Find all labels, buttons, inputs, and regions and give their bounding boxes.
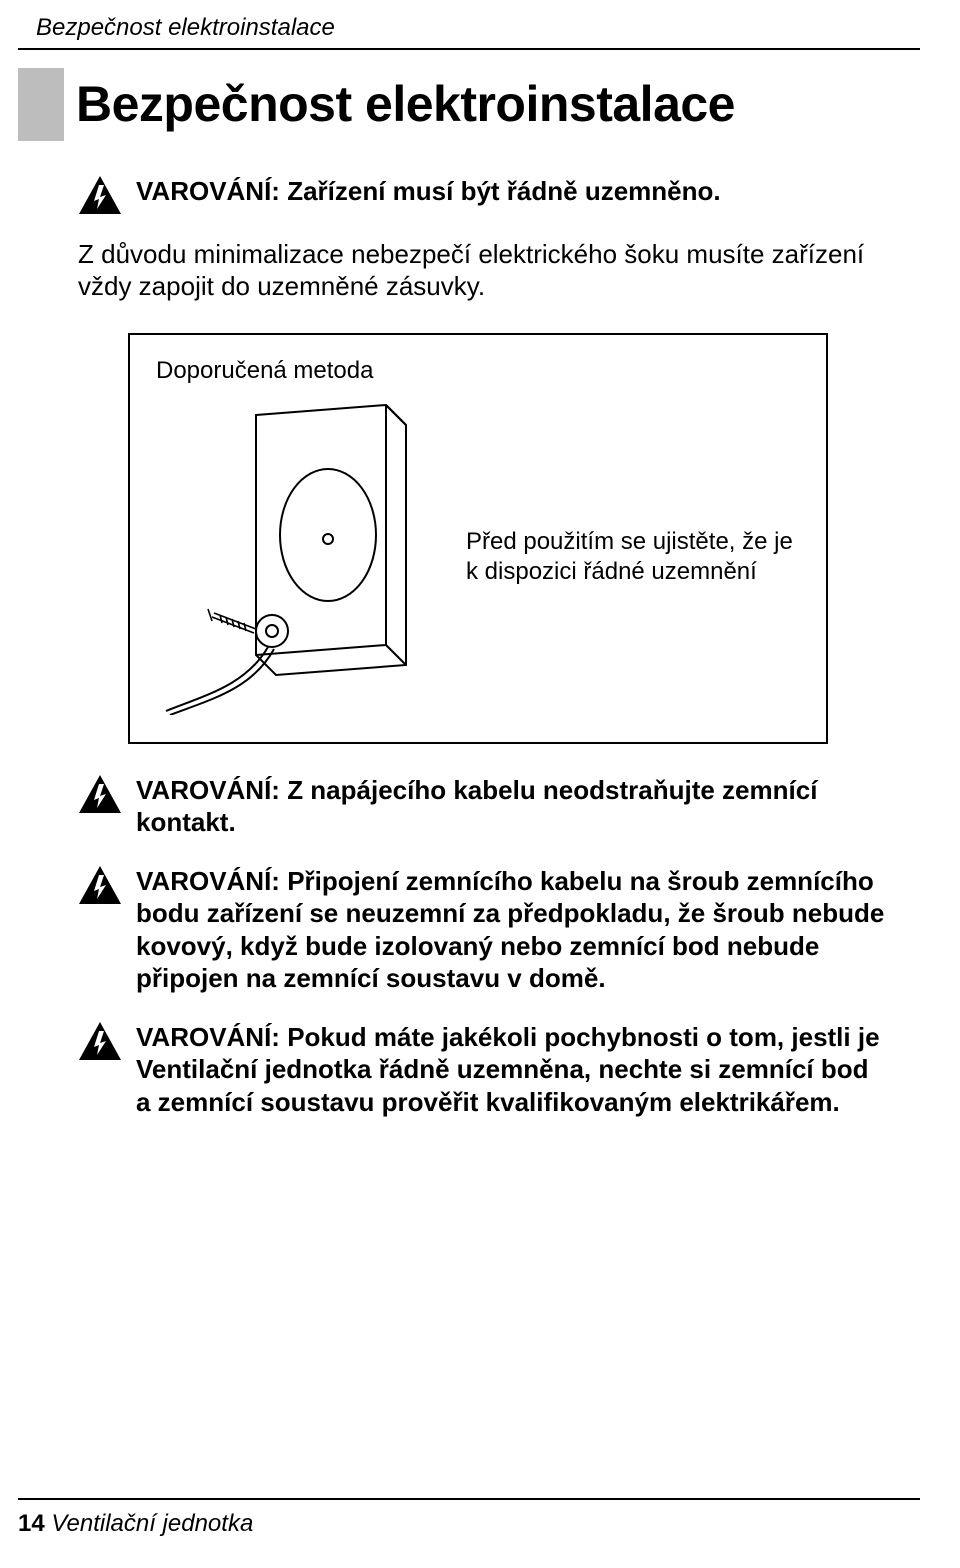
figure-inner: Před použitím se ujistěte, že je k dispo… — [156, 395, 800, 720]
section-title: Bezpečnost elektroinstalace — [76, 68, 735, 141]
warning-3-row: VAROVÁNÍ: Připojení zemnícího kabelu na … — [78, 865, 890, 995]
warning-1-row: VAROVÁNÍ: Zařízení musí být řádně uzemně… — [78, 175, 890, 220]
figure-label: Doporučená metoda — [156, 357, 800, 385]
warning-3-text: VAROVÁNÍ: Připojení zemnícího kabelu na … — [136, 865, 890, 995]
section-title-row: Bezpečnost elektroinstalace — [18, 68, 960, 141]
warning-2-text: VAROVÁNÍ: Z napájecího kabelu neodstraňu… — [136, 774, 890, 839]
page: Bezpečnost elektroinstalace Bezpečnost e… — [0, 0, 960, 1568]
page-footer: 14 Ventilační jednotka — [18, 1498, 920, 1538]
warning-icon — [78, 1021, 122, 1066]
figure-caption-line2: k dispozici řádné uzemnění — [466, 557, 793, 587]
page-number: 14 — [18, 1510, 45, 1537]
warning-icon — [78, 175, 122, 220]
intro-paragraph: Z důvodu minimalizace nebezpečí elektric… — [78, 238, 890, 303]
warning-4-row: VAROVÁNÍ: Pokud máte jakékoli pochybnost… — [78, 1021, 890, 1119]
footer-title: Ventilační jednotka — [51, 1510, 253, 1537]
warning-1-text: VAROVÁNÍ: Zařízení musí být řádně uzemně… — [136, 175, 721, 220]
grounded-outlet-illustration — [156, 395, 436, 720]
warning-4-text: VAROVÁNÍ: Pokud máte jakékoli pochybnost… — [136, 1021, 890, 1119]
running-header: Bezpečnost elektroinstalace — [18, 0, 920, 50]
warning-icon — [78, 774, 122, 819]
figure-box: Doporučená metoda — [128, 333, 828, 744]
figure-caption-line1: Před použitím se ujistěte, že je — [466, 527, 793, 557]
warning-2-row: VAROVÁNÍ: Z napájecího kabelu neodstraňu… — [78, 774, 890, 839]
title-accent-bar — [18, 68, 64, 141]
content-area: VAROVÁNÍ: Zařízení musí být řádně uzemně… — [0, 141, 960, 1119]
footer-text: 14 Ventilační jednotka — [18, 1510, 920, 1538]
figure-caption: Před použitím se ujistěte, že je k dispo… — [466, 527, 793, 587]
warning-icon — [78, 865, 122, 910]
